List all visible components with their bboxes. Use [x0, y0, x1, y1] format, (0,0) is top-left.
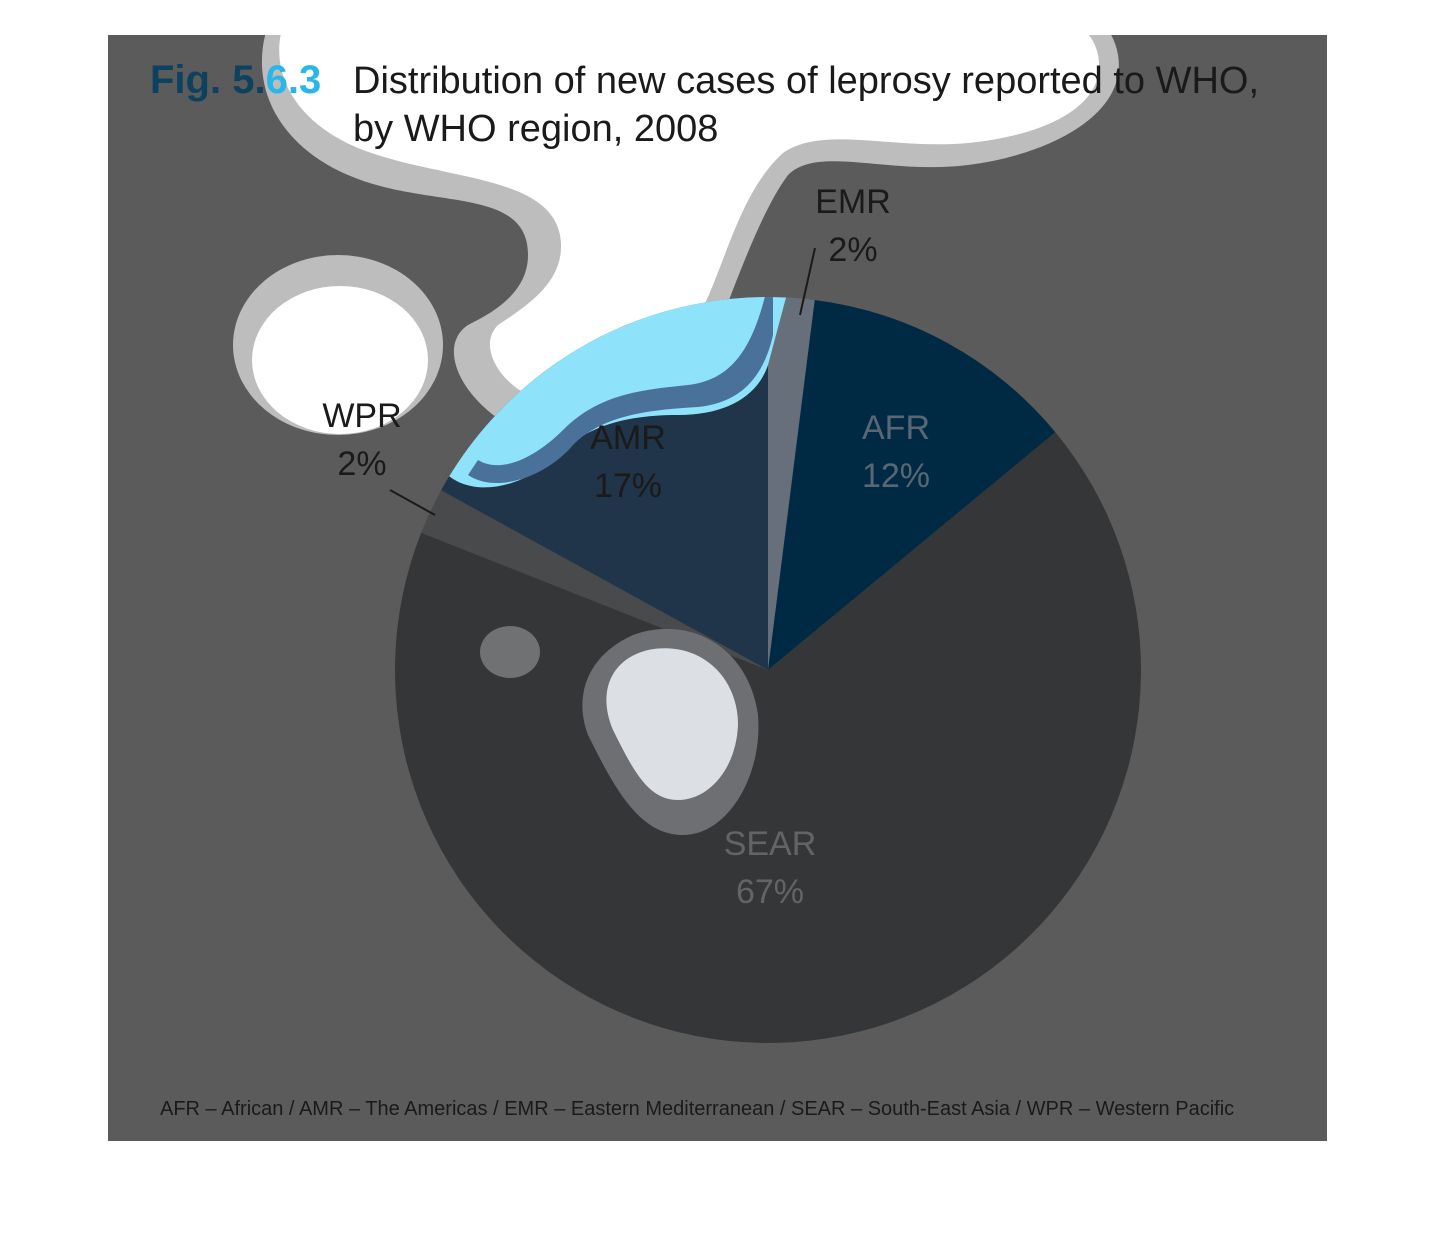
background-blob	[233, 35, 1119, 436]
figure-panel: EMR 2% AFR 12% SEAR 67% WPR 2% AMR 17% F…	[108, 35, 1327, 1141]
wpr-leader-line	[389, 489, 436, 516]
pie-slice-wpr	[421, 490, 768, 670]
pie-slice-sear	[395, 432, 1142, 1043]
afr-percent-label: 12%	[862, 457, 930, 495]
emr-leader-line	[799, 247, 816, 316]
pie-slice-emr	[768, 297, 815, 670]
wpr-region-label: WPR	[322, 397, 401, 435]
footnote: AFR – African / AMR – The Americas / EMR…	[160, 1098, 1234, 1120]
amr-percent-label: 17%	[594, 467, 662, 505]
pie-chart: EMR 2% AFR 12% SEAR 67% WPR 2% AMR 17% F…	[150, 35, 1259, 1120]
sear-percent-label: 67%	[736, 873, 804, 911]
figure-number-suffix: 6.3	[266, 58, 322, 102]
figure-number-prefix: Fig. 5.	[150, 58, 266, 102]
afr-region-label: AFR	[862, 409, 930, 447]
emr-region-label: EMR	[815, 183, 891, 221]
figure-title-line1: Distribution of new cases of leprosy rep…	[353, 60, 1259, 102]
pie-slice-afr	[768, 299, 1056, 670]
figure-title-line2: by WHO region, 2008	[353, 108, 718, 150]
pie-overlay	[438, 297, 808, 835]
sear-region-label: SEAR	[724, 825, 817, 863]
emr-percent-label: 2%	[828, 231, 877, 269]
wpr-percent-label: 2%	[337, 445, 386, 483]
amr-region-label: AMR	[590, 419, 666, 457]
figure-number: Fig. 5.6.3	[150, 58, 321, 102]
